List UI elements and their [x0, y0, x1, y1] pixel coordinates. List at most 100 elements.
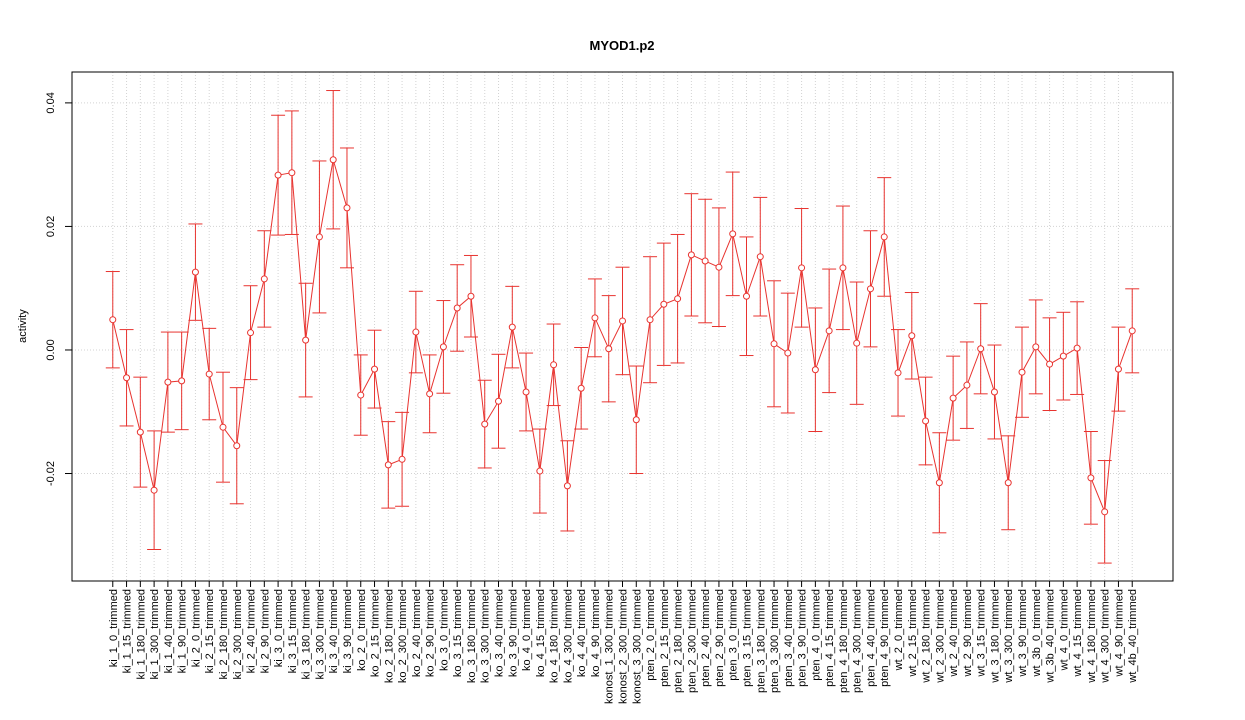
x-tick-label: ki_2_180_trimmed	[218, 589, 230, 680]
x-tick-label: wt_3_90_trimmed	[1017, 589, 1029, 677]
x-tick-label: ki_3_0_trimmed	[273, 589, 285, 667]
data-point	[1059, 352, 1067, 360]
x-tick-label: ko_4_90_trimmed	[590, 589, 602, 677]
data-point	[701, 257, 709, 265]
x-tick-label: wt_3_300_trimmed	[1003, 589, 1015, 684]
data-point	[894, 369, 902, 377]
x-tick-label: wt_2_40_trimmed	[948, 589, 960, 677]
data-point	[1032, 343, 1040, 351]
data-point	[1018, 368, 1026, 376]
x-tick-label: ko_2_300_trimmed	[397, 589, 409, 683]
x-tick-label: ki_1_90_trimmed	[177, 589, 189, 673]
x-tick-label: ko_3_300_trimmed	[480, 589, 492, 683]
x-tick-label: pten_3_180_trimmed	[755, 589, 767, 693]
data-point	[467, 292, 475, 300]
data-point	[508, 323, 516, 331]
data-point	[715, 263, 723, 271]
x-tick-label: pten_3_90_trimmed	[797, 589, 809, 687]
data-point	[1128, 327, 1136, 335]
x-tick-label: pten_2_180_trimmed	[673, 589, 685, 693]
chart-title: MYOD1.p2	[589, 38, 654, 53]
data-point	[274, 171, 282, 179]
data-point	[150, 486, 158, 494]
y-tick-label: -0.02	[45, 461, 57, 486]
x-tick-label: wt_2_90_trimmed	[962, 589, 974, 677]
data-point	[426, 390, 434, 398]
data-point	[453, 304, 461, 312]
x-tick-label: wt_4b_40_trimmed	[1127, 589, 1139, 684]
data-point	[866, 285, 874, 293]
x-tick-label: ko_4_0_trimmed	[521, 589, 533, 671]
x-tick-label: wt_2_180_trimmed	[921, 589, 933, 684]
x-tick-label: ko_4_180_trimmed	[549, 589, 561, 683]
data-point	[949, 394, 957, 402]
x-tick-label: konost_2_300_trimmed	[618, 589, 630, 704]
y-tick-label: 0.00	[45, 339, 57, 360]
data-point	[302, 336, 310, 344]
x-tick-label: wt_2_300_trimmed	[934, 589, 946, 684]
x-tick-label: wt_3b_0_trimmed	[1031, 589, 1043, 677]
y-axis-label: activity	[17, 309, 29, 343]
x-tick-label: ko_2_40_trimmed	[411, 589, 423, 677]
data-point	[646, 316, 654, 324]
data-point	[674, 295, 682, 303]
x-tick-label: pten_4_180_trimmed	[838, 589, 850, 693]
data-point	[935, 479, 943, 487]
data-point	[164, 378, 172, 386]
data-point	[109, 316, 117, 324]
x-tick-label: ko_4_40_trimmed	[576, 589, 588, 677]
x-tick-label: wt_3_15_trimmed	[976, 589, 988, 677]
data-point	[191, 268, 199, 276]
x-tick-label: ko_2_0_trimmed	[356, 589, 368, 671]
x-tick-label: konost_1_300_trimmed	[604, 589, 616, 704]
data-point	[619, 317, 626, 325]
x-tick-label: ki_1_40_trimmed	[163, 589, 175, 673]
x-tick-label: ki_2_300_trimmed	[232, 589, 244, 680]
data-point	[288, 169, 296, 177]
data-point	[577, 384, 585, 392]
data-point	[495, 397, 503, 405]
x-tick-label: ko_3_15_trimmed	[452, 589, 464, 677]
x-tick-label: wt_4_15_trimmed	[1072, 589, 1084, 677]
x-tick-label: wt_4_90_trimmed	[1113, 589, 1125, 677]
x-tick-label: ko_2_180_trimmed	[383, 589, 395, 683]
x-tick-label: ko_3_90_trimmed	[507, 589, 519, 677]
data-point	[550, 361, 558, 369]
data-point	[522, 388, 530, 396]
data-point	[536, 467, 544, 475]
data-point	[412, 328, 420, 336]
data-point	[908, 332, 916, 340]
data-point	[798, 264, 806, 272]
x-tick-label: ki_1_180_trimmed	[135, 589, 147, 680]
data-point	[136, 428, 144, 436]
y-tick-label: 0.02	[45, 216, 57, 237]
data-point	[632, 416, 640, 424]
data-point	[343, 204, 351, 212]
x-tick-label: pten_2_90_trimmed	[714, 589, 726, 687]
data-point	[371, 365, 379, 373]
data-point	[1087, 474, 1095, 482]
x-tick-label: wt_4_0_trimmed	[1058, 589, 1070, 671]
data-point	[825, 327, 833, 335]
x-tick-label: ko_3_180_trimmed	[466, 589, 478, 683]
data-point	[398, 455, 406, 463]
x-tick-label: pten_3_40_trimmed	[783, 589, 795, 687]
x-tick-label: ko_2_90_trimmed	[425, 589, 437, 677]
data-point	[687, 251, 695, 259]
data-point	[563, 482, 571, 490]
data-point	[977, 345, 985, 353]
data-point	[963, 381, 971, 389]
data-point	[839, 264, 847, 272]
x-tick-label: ko_3_40_trimmed	[494, 589, 506, 677]
x-tick-label: ki_2_15_trimmed	[204, 589, 216, 673]
x-tick-label: pten_3_0_trimmed	[728, 589, 740, 681]
data-point	[178, 377, 186, 385]
data-point	[1101, 508, 1109, 516]
data-point	[605, 345, 613, 353]
x-tick-label: pten_4_40_trimmed	[865, 589, 877, 687]
data-point	[1046, 360, 1054, 368]
data-point	[1004, 479, 1012, 487]
x-tick-label: ko_4_15_trimmed	[535, 589, 547, 677]
data-point	[784, 349, 792, 357]
x-tick-label: pten_4_0_trimmed	[810, 589, 822, 681]
